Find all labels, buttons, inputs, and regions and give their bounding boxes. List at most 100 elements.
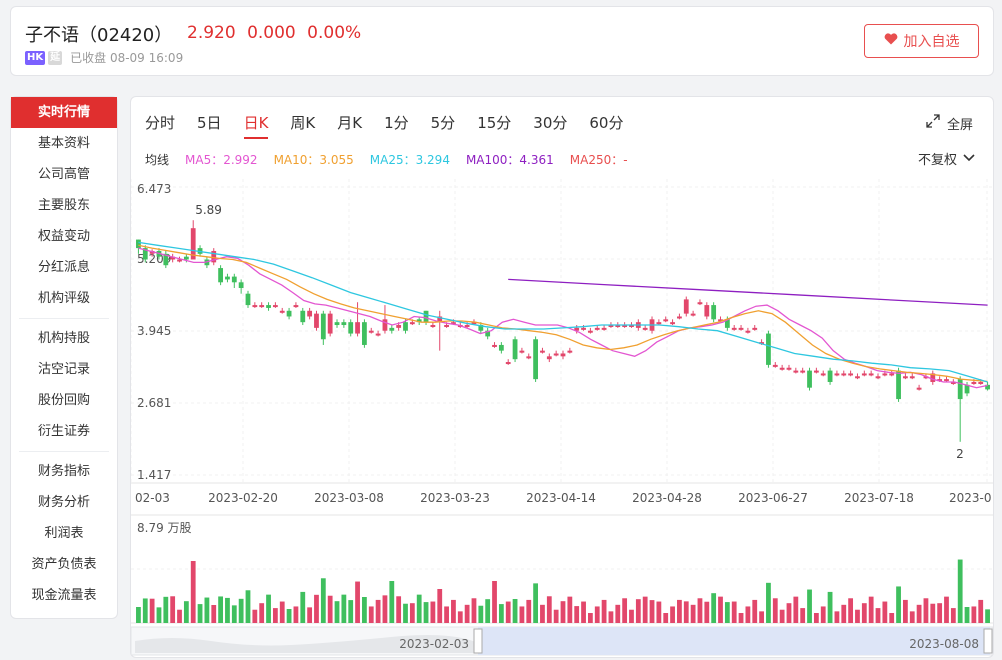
volume-bar	[601, 599, 607, 623]
candle-body	[861, 373, 867, 376]
candle-body	[800, 370, 806, 373]
sidebar-item[interactable]: 公司高管	[37, 167, 90, 182]
sidebar-item[interactable]: 股份回购	[37, 393, 90, 408]
candle-body	[793, 370, 799, 373]
sidebar-item[interactable]: 基本资料	[37, 136, 90, 151]
volume-bar	[697, 598, 703, 623]
volume-bar	[177, 609, 182, 623]
fullscreen-button[interactable]: 全屏	[925, 113, 973, 133]
volume-bar	[841, 604, 847, 623]
range-end-label: 2023-08-08	[909, 637, 979, 651]
volume-bar	[848, 598, 854, 623]
stock-name: 子不语（02420）	[25, 25, 173, 46]
candle-body	[293, 305, 299, 308]
volume-bar	[793, 596, 799, 623]
candle-body	[225, 276, 230, 280]
quote: 2.920 0.000 0.00%	[187, 23, 367, 43]
volume-bar	[307, 607, 313, 623]
candle-body	[190, 228, 196, 260]
volume-bar	[629, 609, 634, 623]
candle-body	[320, 313, 326, 340]
volume-bar	[245, 590, 251, 623]
x-tick-label: 2023-0	[949, 491, 992, 505]
volume-bar	[868, 596, 874, 623]
volume-bar	[622, 598, 628, 623]
sidebar-item[interactable]: 衍生证券	[37, 424, 90, 439]
tab-period[interactable]: 5分	[430, 114, 456, 132]
candle-body	[642, 327, 648, 330]
candle-body	[670, 322, 675, 325]
tab-period[interactable]: 日K	[243, 111, 269, 139]
sidebar-item[interactable]: 财务指标	[37, 464, 90, 479]
candle-body	[136, 239, 141, 249]
candle-body	[766, 333, 771, 365]
candle-body	[451, 322, 456, 325]
sidebar-item[interactable]: 权益变动	[37, 229, 90, 244]
volume-bar	[266, 594, 271, 623]
candle-body	[916, 387, 922, 390]
sidebar-item[interactable]: 利润表	[44, 526, 84, 541]
sidebar-item[interactable]: 实时行情	[11, 97, 117, 128]
candle-body	[848, 373, 854, 376]
tab-period[interactable]: 分时	[145, 114, 176, 132]
candle-body	[327, 313, 333, 334]
tab-period[interactable]: 30分	[533, 114, 568, 132]
ma5-label: MA5：2.992	[185, 153, 258, 167]
candle-body	[937, 379, 943, 382]
volume-bar	[923, 598, 929, 623]
sidebar-divider	[19, 318, 109, 319]
candle-body	[334, 322, 340, 326]
period-tabs: 分时 5日 日K 周K 月K 1分 5分 15分 30分 60分	[145, 111, 645, 139]
candle-body	[245, 293, 251, 306]
sidebar-item[interactable]: 沽空记录	[37, 362, 90, 377]
tab-period[interactable]: 5日	[197, 114, 222, 132]
volume-bar	[745, 606, 751, 623]
x-tick-label: 2023-04-28	[632, 491, 702, 505]
price-change: 0.000	[247, 23, 296, 43]
volume-bar	[724, 602, 730, 623]
volume-bar	[574, 606, 580, 623]
sidebar-divider	[19, 451, 109, 452]
volume-bar	[861, 603, 867, 623]
sidebar-item[interactable]: 主要股东	[37, 198, 90, 213]
candle-body	[163, 253, 169, 266]
sidebar-item[interactable]: 财务分析	[37, 495, 90, 510]
volume-bar	[375, 599, 381, 623]
candle-body	[314, 313, 319, 328]
candle-body	[718, 319, 723, 322]
candle-body	[272, 305, 278, 308]
candle-body	[478, 325, 484, 331]
candle-body	[437, 316, 443, 323]
tab-period[interactable]: 60分	[589, 114, 624, 132]
volume-bar	[834, 611, 840, 623]
adjust-dropdown[interactable]: 不复权	[918, 149, 975, 168]
tab-period[interactable]: 月K	[337, 114, 363, 132]
sidebar-item[interactable]: 现金流量表	[31, 588, 97, 603]
candle-body	[382, 319, 388, 331]
ma250-label: MA250：-	[569, 153, 628, 167]
volume-bar	[368, 606, 374, 623]
candle-body	[663, 319, 669, 322]
sidebar-item[interactable]: 机构评级	[37, 291, 90, 306]
candle-body	[259, 305, 265, 308]
low-annotation: 2	[956, 447, 964, 461]
sidebar-item[interactable]: 资产负债表	[31, 557, 97, 572]
candle-body	[752, 327, 758, 330]
volume-bar	[348, 600, 354, 623]
candle-body	[677, 316, 682, 319]
ma25-line	[138, 241, 988, 383]
range-slider-selection	[478, 627, 990, 655]
volume-bar	[581, 601, 586, 623]
candle-body	[492, 344, 497, 347]
sidebar-item[interactable]: 机构持股	[37, 331, 90, 346]
candle-body	[985, 384, 990, 390]
candle-body	[560, 353, 566, 357]
tab-period[interactable]: 15分	[477, 114, 512, 132]
add-watchlist-button[interactable]: 加入自选	[864, 24, 979, 58]
tab-period[interactable]: 周K	[290, 114, 316, 132]
candle-body	[279, 310, 285, 313]
tab-period[interactable]: 1分	[384, 114, 409, 132]
volume-bar	[183, 601, 189, 623]
sidebar-item[interactable]: 分红派息	[37, 260, 90, 275]
